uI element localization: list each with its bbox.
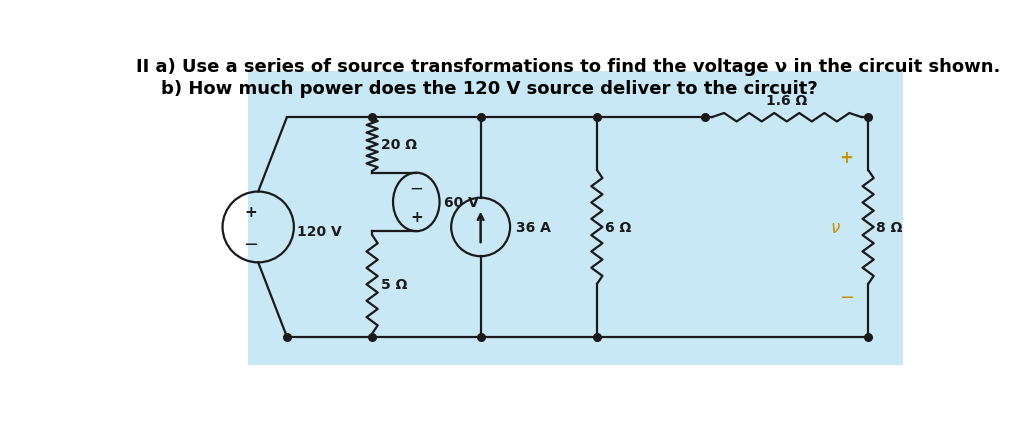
Text: 6 Ω: 6 Ω [605,220,632,234]
Text: 36 A: 36 A [515,220,550,234]
Text: −: − [410,179,423,197]
Text: ν: ν [830,219,841,236]
Text: +: + [840,149,853,167]
Text: 8 Ω: 8 Ω [876,220,902,234]
Text: 120 V: 120 V [297,224,342,238]
Text: +: + [410,210,423,225]
Text: b) How much power does the 120 V source deliver to the circuit?: b) How much power does the 120 V source … [136,80,817,98]
Text: 1.6 Ω: 1.6 Ω [766,94,807,108]
Text: 20 Ω: 20 Ω [381,138,417,152]
Text: −: − [839,288,854,306]
Text: +: + [244,204,257,219]
Text: 60 V: 60 V [444,196,479,210]
Text: II a) Use a series of source transformations to find the voltage ν in the circui: II a) Use a series of source transformat… [136,58,1000,76]
Text: −: − [243,235,258,253]
Text: 5 Ω: 5 Ω [381,278,407,292]
FancyBboxPatch shape [248,72,903,366]
